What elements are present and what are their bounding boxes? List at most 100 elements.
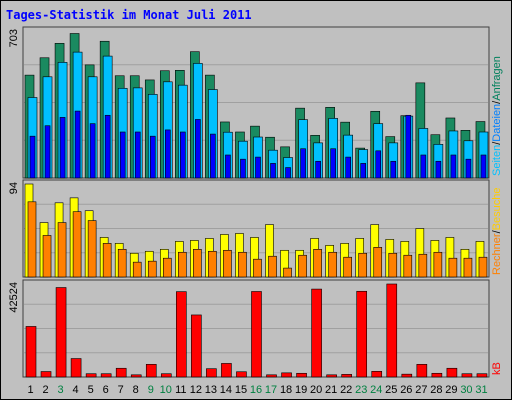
- y-max-label: 94: [8, 182, 20, 194]
- bar-rechner-day-6: [102, 243, 112, 278]
- bar-rechner-day-19: [298, 254, 307, 278]
- bar-seiten-day-10: [164, 129, 171, 179]
- x-label-day-20: 20: [310, 384, 322, 396]
- x-label-day-26: 26: [400, 384, 412, 396]
- bar-kb-day-30: [461, 373, 473, 378]
- legend-text: kB: [491, 362, 503, 375]
- x-label-day-1: 1: [27, 384, 33, 396]
- x-label-day-19: 19: [295, 384, 307, 396]
- bar-seiten-day-8: [134, 131, 141, 179]
- bar-rechner-day-21: [328, 251, 337, 278]
- x-label-day-25: 25: [385, 384, 397, 396]
- legend-text: Rechner/Besuche: [491, 188, 503, 275]
- bar-kb-day-14: [221, 363, 232, 378]
- x-label-day-4: 4: [73, 384, 79, 396]
- bar-rechner-day-22: [343, 256, 352, 278]
- bar-kb-day-26: [401, 373, 413, 378]
- x-label-day-27: 27: [415, 384, 427, 396]
- bar-kb-day-1: [25, 326, 37, 378]
- x-axis-labels: 1 2 3 4 5 6 7 8 9 10 11 12 13 14 15 16 17 18 19 20 21 22 23 24 2…: [27, 384, 487, 396]
- bar-rechner-day-1: [27, 201, 37, 278]
- x-label-day-28: 28: [430, 384, 442, 396]
- legend-item-besuche: Besuche: [491, 188, 503, 231]
- legend-item-seiten: Seiten: [491, 145, 503, 176]
- x-label-day-21: 21: [325, 384, 337, 396]
- bar-kb-day-15: [236, 371, 247, 378]
- legend-item-rechner: Rechner: [491, 233, 503, 275]
- bar-rechner-day-12: [193, 248, 202, 278]
- x-label-day-6: 6: [103, 384, 109, 396]
- bar-rechner-day-9: [147, 260, 157, 278]
- legend-item-anfragen: Anfragen: [491, 56, 503, 101]
- bar-rechner-day-13: [208, 250, 217, 278]
- bar-seiten-day-3: [59, 117, 66, 179]
- bar-seiten-day-17: [270, 163, 276, 179]
- x-label-day-8: 8: [133, 384, 139, 396]
- bar-rechner-day-14: [223, 249, 232, 278]
- panel-2: 94 Rechner/Besuche: [8, 179, 503, 278]
- legend-separator: /: [491, 229, 503, 233]
- bar-seiten-day-12: [195, 119, 201, 179]
- bar-seiten-day-14: [225, 154, 231, 179]
- bar-kb-day-12: [191, 314, 202, 378]
- bar-rechner-day-15: [238, 251, 247, 278]
- bar-kb-day-29: [446, 367, 458, 378]
- bar-seiten-day-11: [180, 131, 186, 179]
- bar-seiten-day-30: [465, 158, 472, 179]
- legend: kB: [491, 362, 503, 375]
- y-max-label: 703: [8, 29, 20, 47]
- legend-separator: /: [491, 141, 503, 145]
- y-max-label: 42524: [8, 282, 20, 313]
- x-label-day-29: 29: [445, 384, 457, 396]
- bar-rechner-day-18: [283, 267, 292, 278]
- bar-rechner-day-5: [87, 220, 97, 278]
- chart-panels: 703Seiten/Dateien/Anfragen94Rechner/Besu…: [8, 26, 503, 378]
- bar-rechner-day-10: [162, 257, 172, 278]
- bar-seiten-day-4: [74, 110, 81, 179]
- bar-seiten-day-31: [480, 154, 487, 179]
- bar-kb-day-25: [386, 283, 398, 378]
- bar-rechner-day-29: [448, 257, 458, 278]
- bar-kb-day-28: [431, 372, 443, 378]
- bar-kb-day-7: [115, 367, 127, 378]
- x-label-day-31: 31: [475, 384, 487, 396]
- bar-seiten-day-16: [255, 156, 261, 179]
- bar-kb-day-23: [356, 290, 368, 378]
- legend-item-dateien: Dateien: [491, 104, 503, 142]
- bar-seiten-day-28: [435, 160, 442, 179]
- bar-kb-day-4: [70, 358, 82, 378]
- bar-kb-day-11: [176, 291, 187, 378]
- bar-rechner-day-26: [403, 254, 413, 278]
- bar-seiten-day-26: [405, 114, 412, 179]
- bar-seiten-day-15: [240, 158, 246, 179]
- bar-kb-day-20: [311, 288, 322, 378]
- bar-seiten-day-24: [375, 150, 382, 179]
- x-label-day-5: 5: [88, 384, 94, 396]
- bar-seiten-day-27: [420, 154, 427, 179]
- bar-kb-day-6: [100, 373, 112, 378]
- x-label-day-16: 16: [250, 384, 262, 396]
- bar-seiten-day-19: [300, 148, 306, 179]
- legend-text: Seiten/Dateien/Anfragen: [491, 56, 503, 176]
- x-label-day-3: 3: [58, 384, 64, 396]
- bar-seiten-day-22: [345, 156, 351, 179]
- bar-seiten-day-13: [210, 133, 216, 179]
- bar-kb-day-27: [416, 364, 428, 378]
- bar-rechner-day-30: [463, 257, 473, 278]
- bar-seiten-day-29: [450, 154, 457, 179]
- bar-seiten-day-25: [390, 160, 397, 179]
- bar-rechner-day-28: [433, 251, 443, 278]
- bar-rechner-day-8: [132, 261, 142, 278]
- x-label-day-9: 9: [148, 384, 154, 396]
- x-label-day-11: 11: [175, 384, 186, 396]
- x-label-day-13: 13: [205, 384, 217, 396]
- bar-kb-day-22: [341, 374, 352, 378]
- bar-rechner-day-27: [418, 253, 428, 278]
- bar-kb-day-18: [281, 372, 292, 378]
- bar-seiten-day-1: [29, 135, 36, 179]
- bar-kb-day-16: [251, 291, 262, 378]
- bar-seiten-day-20: [315, 160, 321, 179]
- bar-kb-day-24: [371, 371, 383, 378]
